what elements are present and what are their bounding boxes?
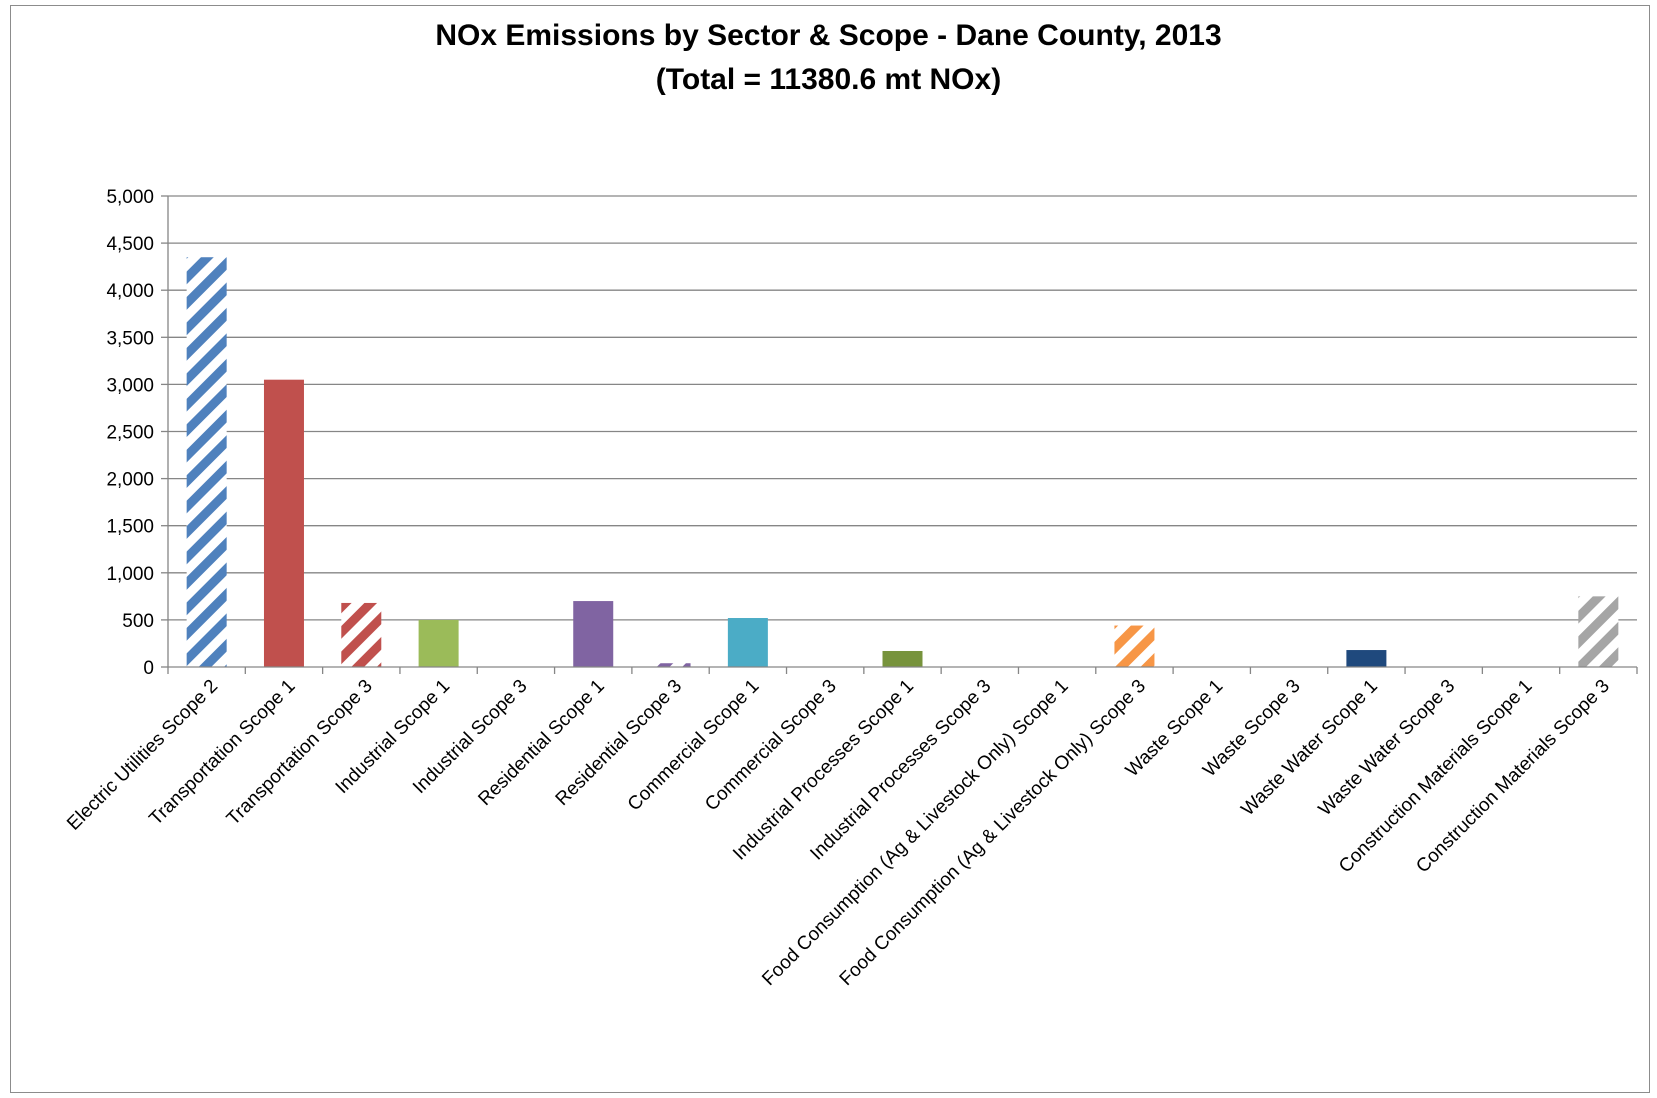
- gridlines: [161, 195, 1637, 668]
- bar: [186, 257, 227, 667]
- bar: [263, 379, 304, 667]
- y-tick-label: 2,500: [106, 423, 154, 444]
- chart-title: NOx Emissions by Sector & Scope - Dane C…: [0, 14, 1657, 102]
- y-tick-label: 0: [143, 658, 154, 679]
- y-tick-label: 5,000: [106, 187, 154, 208]
- x-category-label: Residential Scope 1: [474, 676, 608, 810]
- x-category-label: Waste Water Scope 3: [1315, 676, 1460, 821]
- bar: [1346, 650, 1387, 667]
- y-tick-label: 4,500: [106, 234, 154, 255]
- chart-title-line2: (Total = 11380.6 mt NOx): [655, 63, 1002, 96]
- x-axis-category-labels: Electric Utilities Scope 2Transportation…: [63, 676, 1614, 990]
- axes: [167, 196, 1638, 674]
- y-axis-tick-labels: 5,000 4,500 4,000 3,500 3,000 2,500 2,000 1,500…: [106, 187, 154, 679]
- bar: [1578, 596, 1619, 667]
- bar: [418, 619, 459, 667]
- x-category-label: Waste Water Scope 1: [1237, 676, 1382, 821]
- bar: [341, 602, 382, 667]
- bar: [727, 618, 768, 667]
- x-category-label: Transportation Scope 1: [145, 676, 299, 830]
- bars: [186, 257, 1619, 667]
- y-tick-label: 500: [122, 611, 154, 632]
- y-tick-label: 3,500: [106, 328, 154, 349]
- bar: [882, 650, 923, 667]
- bar: [573, 601, 614, 667]
- y-tick-label: 4,000: [106, 281, 154, 302]
- y-tick-label: 1,000: [106, 564, 154, 585]
- y-tick-label: 3,000: [106, 375, 154, 396]
- x-category-label: Commercial Scope 3: [701, 676, 841, 816]
- x-category-label: Transportation Scope 3: [223, 676, 377, 830]
- bar: [1114, 625, 1155, 667]
- bar: [650, 663, 691, 667]
- y-tick-label: 1,500: [106, 517, 154, 538]
- y-tick-label: 2,000: [106, 470, 154, 491]
- x-category-label: Residential Scope 3: [552, 676, 686, 810]
- chart-title-line1: NOx Emissions by Sector & Scope - Dane C…: [435, 19, 1222, 52]
- x-category-label: Commercial Scope 1: [624, 676, 764, 816]
- x-category-label: Electric Utilities Scope 2: [63, 676, 222, 835]
